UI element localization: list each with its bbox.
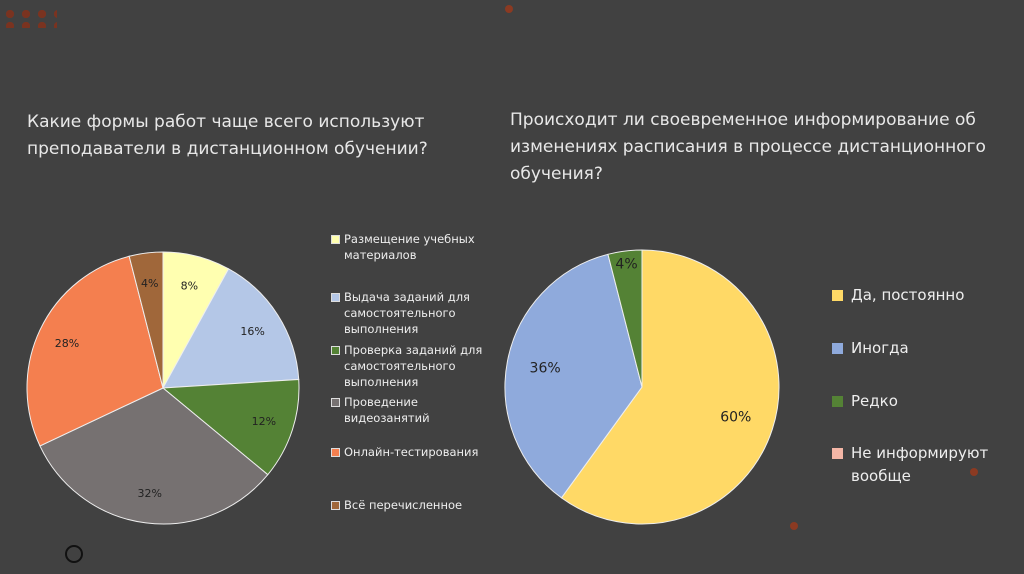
data-label: 16% bbox=[240, 325, 264, 338]
pie-slice bbox=[504, 253, 643, 499]
chart-title-left: Какие формы работ чаще всего используют … bbox=[27, 112, 428, 159]
legend-label: Онлайн-тестирования bbox=[344, 445, 479, 459]
legend-swatch bbox=[832, 343, 843, 354]
legend-swatch bbox=[331, 448, 340, 457]
decor-dot bbox=[505, 5, 513, 13]
decor-hexagons bbox=[2, 8, 57, 28]
legend-item: Онлайн-тестирования bbox=[331, 444, 491, 460]
pie-slice bbox=[162, 268, 300, 389]
data-label: 12% bbox=[252, 415, 276, 428]
legend-label: Проведение видеозанятий bbox=[344, 395, 430, 425]
decor-dot bbox=[970, 468, 978, 476]
legend-item: Иногда bbox=[832, 337, 992, 360]
pie-slice bbox=[607, 249, 643, 388]
data-label: 28% bbox=[55, 337, 79, 350]
pie-slice bbox=[560, 249, 780, 525]
legend-item: Не информируют вообще bbox=[832, 442, 992, 488]
chart-title-right: Происходит ли своевременное информирован… bbox=[510, 110, 986, 184]
pie-slice bbox=[39, 387, 269, 525]
legend-label: Не информируют вообще bbox=[851, 444, 989, 485]
legend-swatch bbox=[331, 398, 340, 407]
legend-item: Редко bbox=[832, 390, 992, 413]
legend-item: Да, постоянно bbox=[832, 284, 992, 307]
legend-label: Проверка заданий для самостоятельного вы… bbox=[344, 343, 483, 389]
data-label: 60% bbox=[720, 409, 751, 425]
data-label: 32% bbox=[137, 487, 161, 500]
legend-swatch bbox=[331, 293, 340, 302]
legend-swatch bbox=[331, 235, 340, 244]
legend-label: Выдача заданий для самостоятельного выпо… bbox=[344, 290, 470, 336]
pie-slice bbox=[128, 251, 164, 389]
legend-label: Редко bbox=[851, 392, 898, 410]
pie-slice bbox=[26, 255, 164, 447]
legend-swatch bbox=[832, 396, 843, 407]
legend-label: Размещение учебных материалов bbox=[344, 232, 475, 262]
circle-icon bbox=[65, 545, 83, 563]
data-label: 4% bbox=[615, 257, 637, 273]
data-label: 36% bbox=[530, 361, 561, 377]
legend-item: Проведение видеозанятий bbox=[331, 394, 491, 426]
legend-item: Всё перечисленное bbox=[331, 497, 491, 513]
legend-item: Проверка заданий для самостоятельного вы… bbox=[331, 342, 491, 390]
legend-swatch bbox=[331, 501, 340, 510]
legend-label: Да, постоянно bbox=[851, 286, 965, 304]
decor-dot bbox=[790, 522, 798, 530]
data-label: 8% bbox=[181, 279, 198, 292]
legend-swatch bbox=[832, 290, 843, 301]
legend-label: Иногда bbox=[851, 339, 909, 357]
legend-swatch bbox=[832, 448, 843, 459]
pie-slice bbox=[161, 378, 300, 476]
data-label: 4% bbox=[141, 277, 158, 290]
legend-label: Всё перечисленное bbox=[344, 498, 463, 512]
legend-swatch bbox=[331, 346, 340, 355]
legend-item: Выдача заданий для самостоятельного выпо… bbox=[331, 289, 491, 337]
legend-item: Размещение учебных материалов bbox=[331, 231, 491, 263]
